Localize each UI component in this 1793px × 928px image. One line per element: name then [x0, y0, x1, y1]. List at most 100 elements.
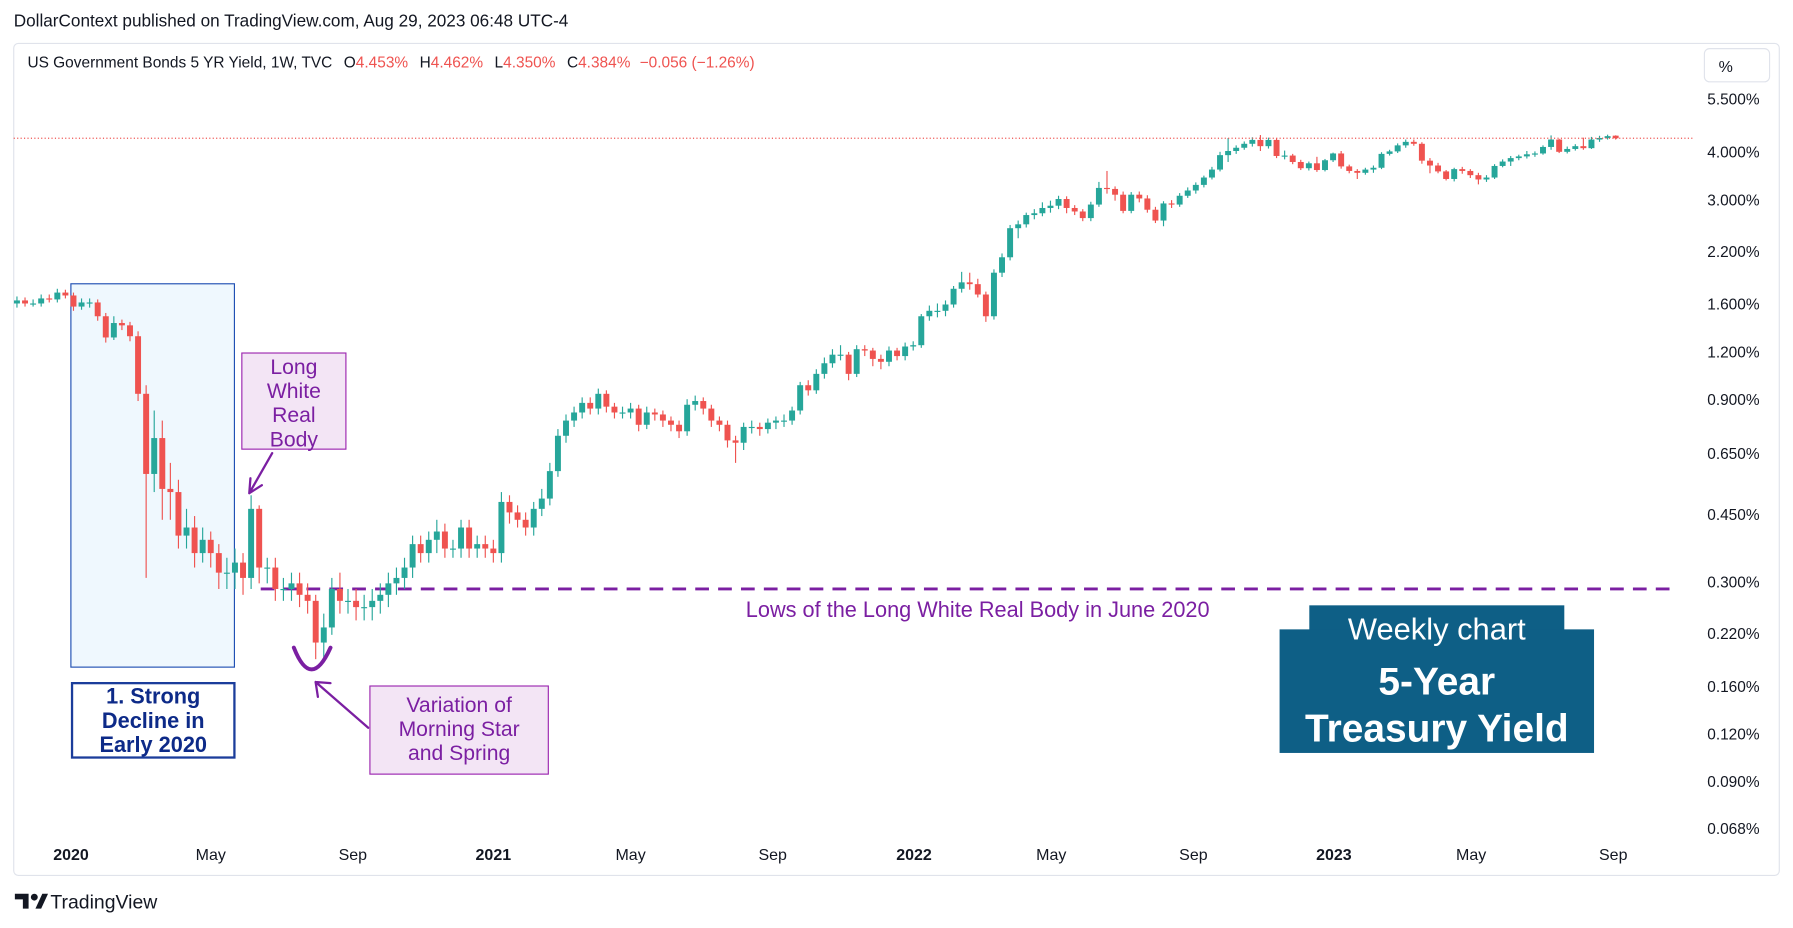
- y-tick-label: 0.090%: [1707, 774, 1760, 791]
- candle-body: [1443, 171, 1450, 179]
- candle-body: [668, 420, 674, 425]
- candle-body: [514, 512, 521, 520]
- candle-body: [837, 354, 844, 356]
- candle-body: [530, 508, 537, 528]
- candle-body: [845, 354, 852, 374]
- candle-body: [732, 440, 739, 443]
- candle-body: [571, 412, 578, 421]
- candle-body: [1418, 143, 1425, 161]
- candle-body: [54, 292, 61, 300]
- candle-body: [1475, 175, 1482, 180]
- x-tick-label: 2021: [476, 847, 512, 864]
- readout-key: C: [566, 53, 579, 71]
- candle-body: [1225, 150, 1232, 156]
- candle-body: [659, 414, 666, 421]
- candle-body: [587, 402, 594, 409]
- candle-body: [829, 354, 836, 364]
- candle-body: [1394, 145, 1401, 152]
- candle-body: [361, 607, 368, 609]
- candle-body: [1507, 158, 1514, 162]
- candle-body: [910, 345, 917, 347]
- candle-body: [1467, 170, 1474, 176]
- candle-body: [78, 302, 85, 307]
- candle-body: [522, 519, 529, 528]
- candle-body: [1572, 146, 1579, 149]
- candle-body: [1564, 148, 1571, 152]
- candle-body: [1192, 184, 1199, 191]
- candle-body: [1612, 135, 1619, 139]
- candle-body: [1217, 155, 1224, 170]
- candle-body: [135, 336, 142, 394]
- candle-body: [458, 527, 465, 549]
- annotation: Variation of Morning Star and Spring: [369, 685, 549, 775]
- x-tick-label: 2022: [896, 847, 932, 864]
- candle-body: [958, 282, 965, 289]
- annotation-arrows: [248, 451, 370, 729]
- candle-body: [538, 498, 545, 509]
- candle-body: [353, 600, 360, 608]
- candle-body: [797, 385, 804, 411]
- candle-body: [716, 420, 723, 425]
- candle-body: [764, 422, 771, 430]
- candle-body: [231, 562, 238, 573]
- candle-body: [990, 272, 997, 317]
- candle-body: [288, 583, 295, 589]
- candle-body: [1047, 205, 1054, 208]
- brand-name: TradingView: [50, 891, 158, 914]
- candle-body: [982, 294, 989, 317]
- candle-body: [94, 302, 101, 317]
- candle-body: [1531, 153, 1538, 155]
- candle-body: [1063, 199, 1070, 208]
- badge-title: 5-Year Treasury Yield: [1304, 660, 1569, 751]
- candle-body: [1451, 169, 1458, 179]
- candle-body: [724, 424, 731, 441]
- readout-value: 4.384%: [578, 53, 631, 71]
- x-tick-label: May: [615, 847, 645, 864]
- candle-body: [1031, 213, 1038, 216]
- candle-body: [1160, 203, 1167, 221]
- candle-body: [1233, 147, 1240, 151]
- candle-body: [1515, 156, 1522, 159]
- unit-button[interactable]: %: [1703, 48, 1771, 83]
- x-tick-label: 2020: [53, 847, 89, 864]
- candle-body: [1297, 161, 1304, 169]
- x-tick-label: Sep: [1179, 847, 1208, 864]
- candle-body: [554, 435, 561, 472]
- candle-body: [215, 553, 222, 573]
- candle-body: [86, 302, 93, 304]
- candle-body: [345, 600, 351, 602]
- y-tick-label: 2.200%: [1707, 244, 1760, 261]
- candle-body: [1289, 155, 1296, 162]
- candle-body: [611, 406, 618, 413]
- candle-body: [603, 393, 610, 407]
- candle-body: [401, 567, 408, 578]
- candle-body: [312, 600, 319, 643]
- badge-subtitle: Weekly chart: [1347, 612, 1526, 647]
- candle-body: [942, 304, 949, 311]
- candle-body: [974, 284, 981, 295]
- candle-body: [1338, 153, 1345, 167]
- candle-body: [926, 310, 933, 317]
- y-tick-label: 1.200%: [1707, 344, 1760, 361]
- candle-body: [280, 588, 287, 591]
- candle-body: [1023, 215, 1030, 225]
- y-tick-label: 0.650%: [1707, 446, 1760, 463]
- candle-body: [264, 567, 271, 569]
- candle-body: [1483, 177, 1490, 180]
- readout-key: O: [343, 53, 356, 71]
- candle-body: [1087, 204, 1094, 219]
- candle-body: [441, 531, 448, 549]
- candle-body: [651, 412, 658, 415]
- candle-body: [692, 401, 699, 405]
- candle-body: [1208, 169, 1215, 178]
- candle-body: [62, 292, 69, 296]
- candle-body: [191, 527, 198, 554]
- curve-marker: [291, 645, 333, 672]
- candle-body: [918, 316, 925, 346]
- candle-body: [676, 424, 683, 432]
- candle-body: [46, 298, 53, 300]
- candle-body: [1128, 194, 1135, 211]
- candle-body: [1386, 151, 1393, 154]
